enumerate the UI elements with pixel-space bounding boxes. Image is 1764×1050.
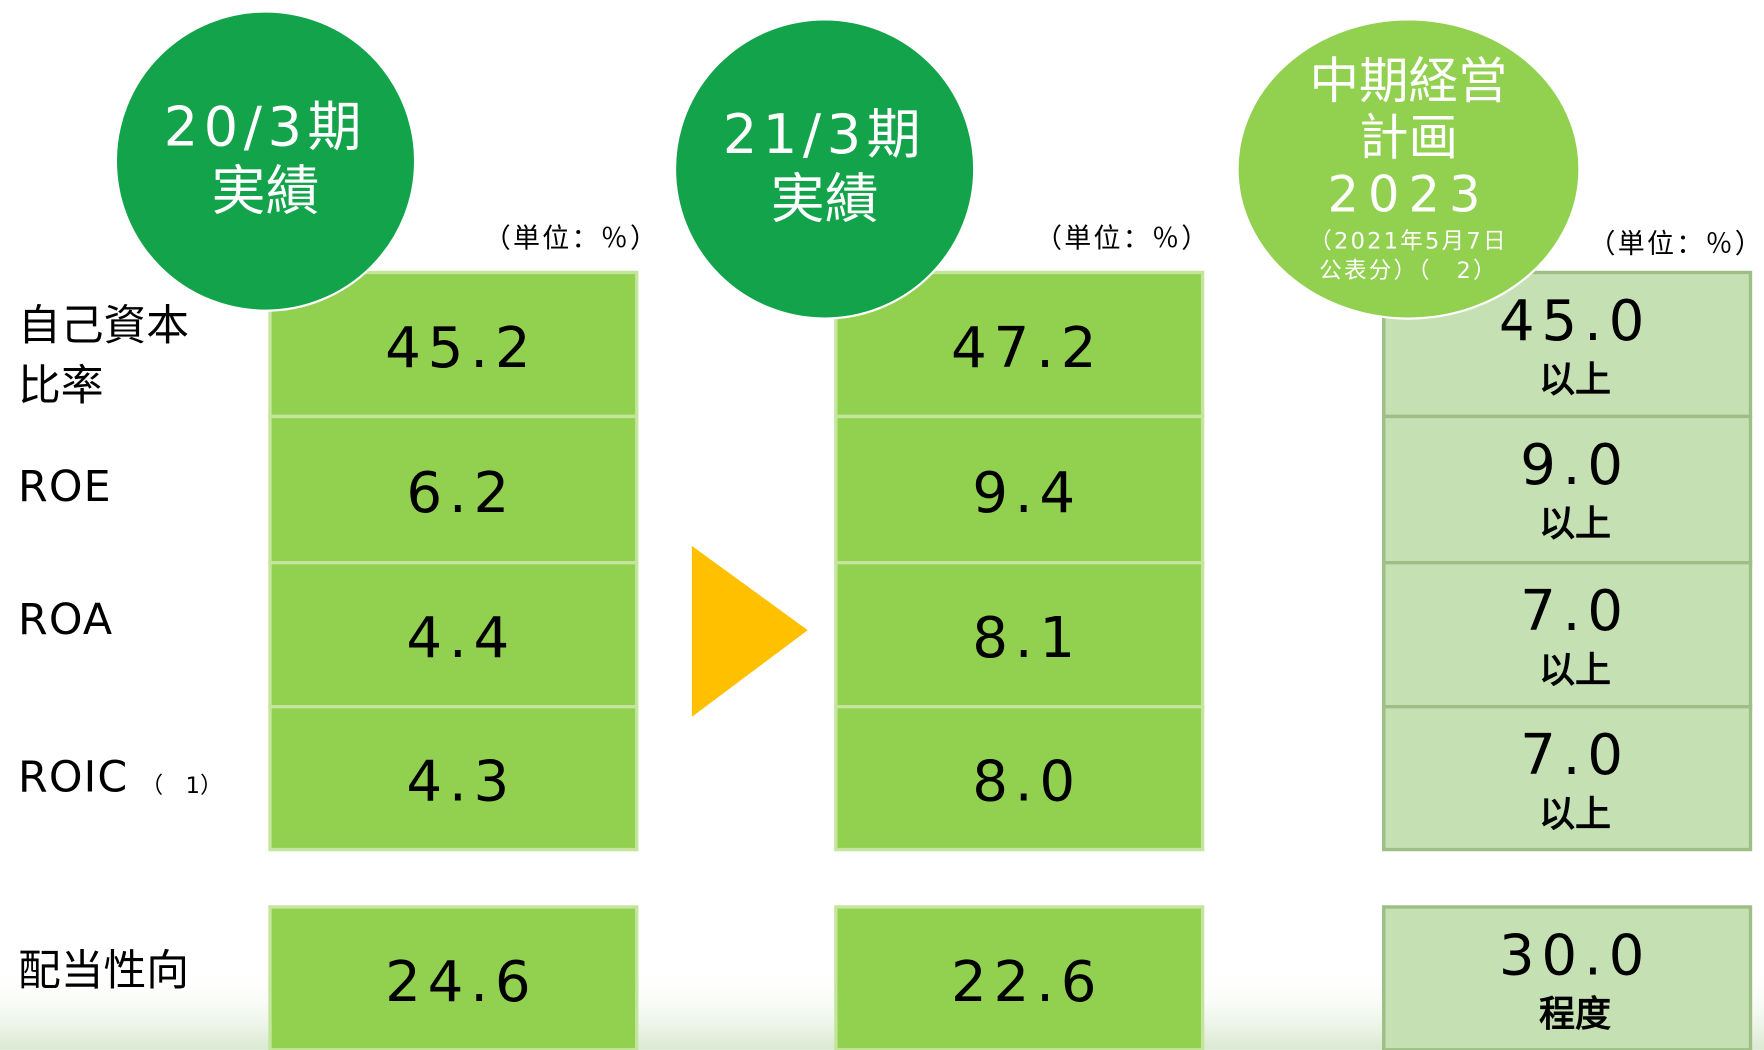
value: 24.6	[385, 950, 537, 1015]
qualifier: 以上	[1539, 504, 1611, 545]
row-label: ROE	[18, 462, 112, 512]
qualifier: 以上	[1539, 794, 1611, 835]
value: 4.4	[406, 606, 516, 671]
header-note: 公表分）（ 2）	[1319, 258, 1498, 284]
header-text: 中期経営	[1310, 52, 1508, 110]
qualifier: 程度	[1539, 994, 1611, 1035]
header-text: 実績	[771, 167, 879, 230]
qualifier: 以上	[1539, 650, 1611, 691]
value: 45.0	[1499, 289, 1651, 354]
row-label-note: （ 1）	[141, 773, 223, 799]
row-label: 自己資本	[18, 301, 189, 351]
value: 9.0	[1520, 433, 1630, 498]
value: 47.2	[951, 316, 1103, 381]
value: 8.1	[972, 606, 1082, 671]
row-label: ROIC	[18, 752, 128, 802]
value: 7.0	[1520, 723, 1630, 788]
unit-label: （単位：％）	[1589, 229, 1764, 260]
page: { "row_labels": [ {"lines": ["自己資本", "比率…	[0, 0, 1764, 1050]
value: 7.0	[1520, 579, 1630, 644]
header-text: 実績	[212, 159, 320, 222]
value: 9.4	[972, 461, 1082, 526]
row-label: 配当性向	[18, 946, 189, 996]
header-text: 2023	[1328, 166, 1490, 224]
unit-label: （単位：％）	[484, 223, 660, 254]
value: 4.3	[406, 750, 516, 815]
header-text: 21/3期	[723, 103, 926, 166]
value: 45.2	[385, 316, 537, 381]
header-text: 20/3期	[164, 95, 367, 158]
value: 8.0	[972, 750, 1082, 815]
unit-label: （単位：％）	[1035, 223, 1211, 254]
header-note: （2021年5月7日	[1309, 229, 1507, 255]
value: 6.2	[406, 461, 516, 526]
value: 30.0	[1499, 923, 1651, 988]
arrow	[692, 546, 808, 717]
value: 22.6	[951, 950, 1103, 1015]
slide: 自己資本比率 ROE ROA ROIC （ 1） 配当性向 45.2 6.2 4.4 4.3 24.…	[0, 0, 1764, 1050]
header-text: 計画	[1359, 108, 1458, 166]
row-label: 比率	[18, 361, 104, 411]
qualifier: 以上	[1539, 360, 1611, 401]
row-label: ROA	[18, 595, 113, 645]
